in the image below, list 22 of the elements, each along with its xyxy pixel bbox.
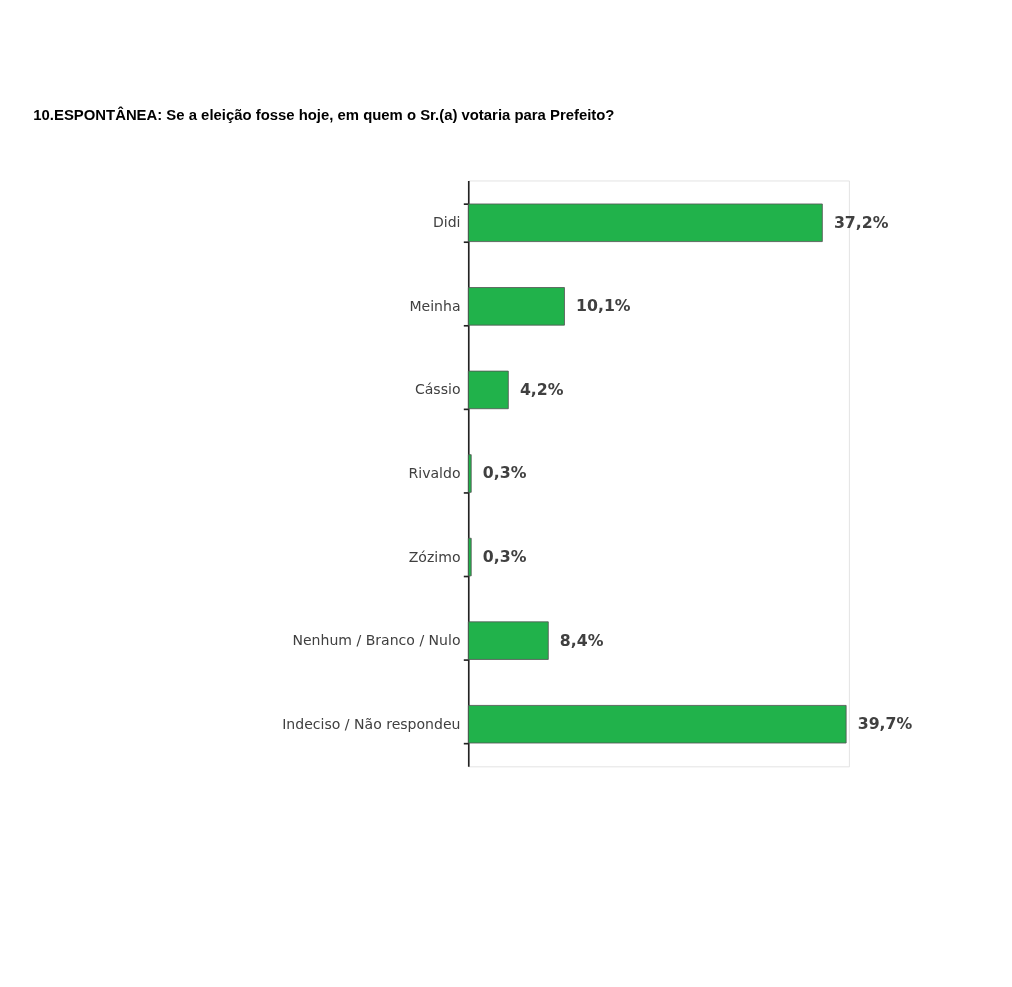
bar xyxy=(467,704,847,744)
y-tick-label: Cássio xyxy=(414,381,461,398)
data-label: 37,2% xyxy=(833,212,889,232)
data-label: 0,3% xyxy=(482,463,527,483)
bar xyxy=(467,370,509,410)
y-tick-label: Indeciso / Não respondeu xyxy=(282,715,461,732)
data-label: 10,1% xyxy=(576,296,631,316)
y-tick-label: Zózimo xyxy=(408,548,461,565)
text: 10.ESPONTÂNEA: Se a eleição fosse hoje, em quem o Sr.(a) votaria para Prefeito? xyxy=(33,106,615,124)
bar xyxy=(467,287,565,326)
y-tick-label: Rivaldo xyxy=(408,465,461,482)
y-tick-label: Didi xyxy=(432,214,461,231)
data-label: 4,2% xyxy=(519,379,564,399)
data-label: 8,4% xyxy=(559,630,604,650)
data-label: 39,7% xyxy=(857,714,913,734)
bar xyxy=(467,203,823,242)
bar xyxy=(467,454,472,493)
bar xyxy=(467,621,549,660)
y-tick-label: Meinha xyxy=(409,297,461,314)
data-label: 0,3% xyxy=(482,547,527,567)
y-tick-label: Nenhum / Branco / Nulo xyxy=(292,632,461,649)
bar xyxy=(467,537,472,577)
